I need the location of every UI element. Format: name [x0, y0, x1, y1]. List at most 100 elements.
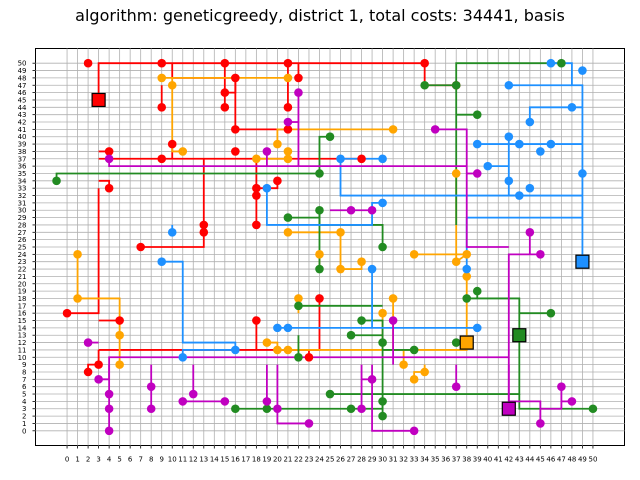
battery-marker	[512, 328, 527, 343]
house-marker	[262, 147, 272, 156]
house-marker	[451, 257, 461, 267]
house-marker	[378, 397, 387, 406]
house-marker	[94, 375, 103, 384]
house-marker	[104, 426, 114, 436]
y-tick-label: 8	[22, 368, 26, 376]
house-marker	[325, 132, 335, 142]
house-marker	[178, 397, 188, 406]
house-marker	[388, 294, 398, 303]
house-marker	[252, 191, 261, 200]
house-marker	[231, 73, 240, 83]
house-marker	[115, 316, 124, 325]
house-marker	[146, 382, 156, 391]
y-tick-label: 37	[18, 155, 27, 163]
x-tick-label: 36	[441, 456, 450, 464]
house-marker	[336, 227, 345, 237]
y-tick-label: 40	[18, 133, 27, 141]
house-marker	[104, 389, 114, 399]
house-marker	[283, 103, 293, 112]
house-marker	[472, 139, 482, 149]
y-tick-label: 0	[22, 427, 26, 435]
house-marker	[378, 338, 387, 347]
y-tick-label: 3	[22, 405, 26, 413]
y-tick-label: 24	[18, 251, 27, 259]
y-tick-label: 4	[22, 398, 27, 406]
house-marker	[536, 147, 545, 156]
house-marker	[104, 183, 114, 193]
house-marker	[409, 375, 419, 384]
house-marker	[367, 375, 377, 384]
house-marker	[546, 58, 556, 68]
x-tick-label: 31	[389, 456, 398, 464]
x-tick-label: 24	[315, 456, 324, 464]
house-marker	[388, 125, 398, 134]
y-tick-label: 36	[18, 163, 27, 171]
house-marker	[378, 154, 387, 164]
cable-path	[518, 394, 593, 410]
x-tick-label: 44	[525, 456, 534, 464]
house-marker	[252, 316, 261, 325]
house-marker	[294, 73, 303, 83]
y-tick-label: 5	[22, 391, 26, 399]
x-tick-label: 16	[231, 456, 240, 464]
house-marker	[346, 330, 356, 340]
house-marker	[104, 147, 114, 156]
house-marker	[409, 250, 419, 259]
house-marker	[430, 125, 440, 134]
y-tick-label: 46	[18, 89, 27, 97]
y-tick-label: 27	[18, 229, 27, 237]
cable-path	[67, 188, 100, 315]
house-marker	[104, 154, 114, 164]
house-marker	[588, 404, 598, 414]
x-tick-label: 2	[86, 456, 90, 464]
house-marker	[167, 80, 177, 90]
x-tick-label: 32	[399, 456, 408, 464]
house-marker	[157, 58, 167, 68]
x-tick-label: 30	[378, 456, 387, 464]
house-marker	[273, 139, 282, 149]
x-tick-label: 5	[117, 456, 121, 464]
house-marker	[515, 139, 524, 149]
x-tick-label: 12	[189, 456, 198, 464]
house-marker	[567, 397, 577, 406]
y-tick-label: 17	[18, 302, 27, 310]
house-marker	[378, 411, 387, 421]
house-marker	[536, 419, 545, 428]
house-marker	[167, 139, 177, 149]
house-marker	[283, 125, 293, 134]
battery-marker	[501, 401, 516, 416]
house-marker	[357, 404, 366, 414]
y-tick-label: 44	[18, 104, 27, 112]
house-marker	[409, 345, 419, 355]
house-marker	[451, 338, 461, 347]
house-marker	[578, 169, 587, 178]
house-marker	[220, 88, 230, 97]
house-marker	[220, 103, 230, 112]
y-tick-label: 42	[18, 119, 27, 127]
house-marker	[451, 382, 461, 391]
x-tick-label: 28	[357, 456, 366, 464]
house-marker	[178, 147, 188, 156]
x-tick-label: 19	[262, 456, 271, 464]
house-marker	[315, 205, 324, 215]
house-marker	[451, 80, 461, 90]
x-tick-label: 50	[588, 456, 597, 464]
x-tick-label: 9	[159, 456, 163, 464]
house-marker	[336, 264, 345, 274]
house-marker	[567, 103, 577, 112]
house-marker	[283, 154, 293, 164]
house-marker	[294, 294, 303, 303]
house-marker	[315, 264, 324, 274]
house-marker	[283, 213, 293, 222]
house-marker	[283, 345, 293, 355]
x-tick-label: 20	[273, 456, 282, 464]
x-tick-labels: 0 1 2 3 4 5 6 7 8 9 10 11 12 13 14 15 16 17 18 19 20 21 22 23 24…	[65, 456, 598, 464]
house-marker	[115, 330, 124, 340]
y-tick-label: 18	[18, 295, 27, 303]
x-tick-label: 48	[567, 456, 576, 464]
house-marker	[304, 419, 314, 428]
y-tick-label: 26	[18, 236, 27, 244]
battery-marker	[91, 92, 106, 108]
house-marker	[104, 404, 114, 414]
